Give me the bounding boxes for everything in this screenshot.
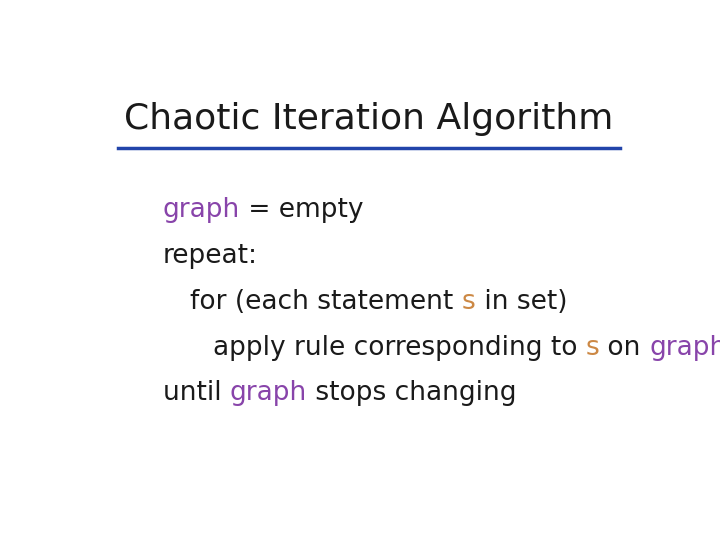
Text: graph: graph	[230, 380, 307, 406]
Text: Chaotic Iteration Algorithm: Chaotic Iteration Algorithm	[125, 102, 613, 136]
Text: repeat:: repeat:	[163, 243, 258, 269]
Text: = empty: = empty	[240, 197, 364, 224]
Text: s: s	[462, 289, 476, 315]
Text: in set): in set)	[476, 289, 567, 315]
Text: graph: graph	[649, 335, 720, 361]
Text: s: s	[585, 335, 599, 361]
Text: apply rule corresponding to: apply rule corresponding to	[213, 335, 585, 361]
Text: for (each statement: for (each statement	[190, 289, 462, 315]
Text: on: on	[599, 335, 649, 361]
Text: graph: graph	[163, 197, 240, 224]
Text: until: until	[163, 380, 230, 406]
Text: stops changing: stops changing	[307, 380, 516, 406]
